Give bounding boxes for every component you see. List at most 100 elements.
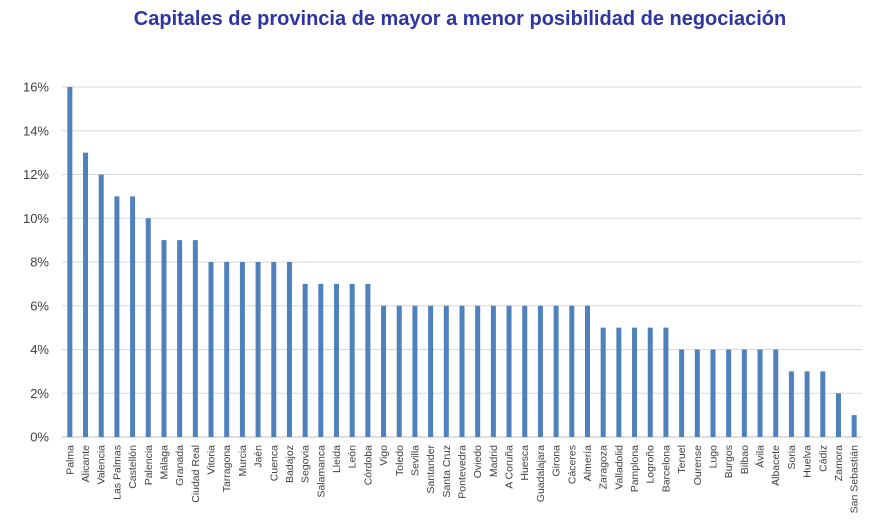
x-tick-label: Cuenca	[268, 445, 280, 481]
x-tick-label: Oviedo	[472, 445, 484, 478]
x-tick-label: Tarragona	[221, 445, 233, 492]
bar	[757, 349, 763, 437]
x-tick-label: Bilbao	[739, 445, 751, 474]
bar	[584, 305, 590, 437]
x-tick-label: Zaragoza	[598, 445, 610, 490]
x-tick-label: Alicante	[80, 445, 92, 483]
x-tick-label: Zamora	[833, 445, 845, 481]
bar	[318, 283, 324, 437]
x-tick-label: Lugo	[707, 445, 719, 469]
bar	[161, 240, 167, 437]
x-tick-label: Ourense	[692, 445, 704, 485]
x-tick-label: Badajoz	[284, 445, 296, 483]
x-axis-ticks: Palma Alicante Valencia Las Palmas Castellón…	[64, 445, 860, 514]
bar	[600, 327, 606, 437]
x-tick-label: Granada	[174, 445, 186, 486]
x-tick-label: Castellón	[127, 445, 139, 489]
bar	[820, 371, 826, 437]
bar	[286, 262, 292, 437]
x-tick-label: Salamanca	[315, 445, 327, 498]
x-tick-label: Almería	[582, 445, 594, 481]
bar	[616, 327, 622, 437]
bar	[726, 349, 732, 437]
bar	[569, 305, 575, 437]
bar	[804, 371, 810, 437]
bar	[553, 305, 559, 437]
bar	[130, 196, 136, 437]
x-tick-label: Segovia	[300, 445, 312, 483]
bar	[475, 305, 481, 437]
x-tick-label: Vigo	[378, 445, 390, 466]
bar	[412, 305, 418, 437]
bar	[271, 262, 277, 437]
bar	[208, 262, 214, 437]
bar	[145, 218, 151, 437]
x-tick-label: Vitoria	[206, 445, 218, 475]
x-tick-label: Madrid	[488, 445, 500, 477]
x-tick-label: Palma	[64, 445, 76, 475]
bar	[663, 327, 669, 437]
x-tick-label: Pamplona	[629, 445, 641, 492]
y-tick-label: 8%	[30, 255, 49, 270]
bar	[302, 283, 308, 437]
bar	[459, 305, 465, 437]
x-tick-label: Valencia	[96, 445, 108, 485]
bar	[522, 305, 528, 437]
y-tick-label: 16%	[23, 80, 49, 95]
chart-title: Capitales de provincia de mayor a menor …	[133, 8, 787, 30]
x-tick-label: Barcelona	[660, 445, 672, 492]
y-tick-label: 4%	[30, 342, 49, 357]
bar	[114, 196, 120, 437]
bar	[835, 393, 841, 437]
x-tick-label: Guadalajara	[535, 445, 547, 502]
x-tick-label: Las Palmas	[111, 445, 123, 500]
bar	[490, 305, 496, 437]
bar	[851, 415, 857, 437]
bar	[741, 349, 747, 437]
x-tick-label: Soria	[786, 445, 798, 470]
x-tick-label: A Coruña	[504, 445, 516, 489]
y-tick-label: 0%	[30, 430, 49, 445]
x-tick-label: Murcia	[237, 445, 249, 477]
bar	[788, 371, 794, 437]
bar	[506, 305, 512, 437]
x-tick-label: Cádiz	[817, 445, 829, 472]
x-tick-label: Santander	[425, 445, 437, 494]
bar	[694, 349, 700, 437]
x-tick-label: Logroño	[645, 445, 657, 484]
x-tick-label: Valladolid	[613, 445, 625, 490]
x-tick-label: Córdoba	[362, 445, 374, 485]
bar	[632, 327, 638, 437]
bar	[192, 240, 198, 437]
x-tick-label: Jaén	[253, 445, 265, 468]
bar	[177, 240, 183, 437]
x-tick-label: Pontevedra	[457, 445, 469, 499]
bar	[349, 283, 355, 437]
y-tick-label: 10%	[23, 211, 49, 226]
y-tick-label: 12%	[23, 167, 49, 182]
x-tick-label: Teruel	[676, 445, 688, 474]
x-tick-label: Palencia	[143, 445, 155, 485]
bar	[224, 262, 230, 437]
bars	[67, 87, 857, 437]
x-tick-label: Lleida	[331, 445, 343, 473]
x-tick-label: Burgos	[723, 445, 735, 478]
bar	[396, 305, 402, 437]
bar	[83, 152, 89, 437]
x-tick-label: Girona	[551, 445, 563, 477]
bar	[647, 327, 653, 437]
x-tick-label: León	[347, 445, 359, 469]
bar	[679, 349, 685, 437]
x-tick-label: Toledo	[394, 445, 406, 476]
bar	[710, 349, 716, 437]
bar	[381, 305, 387, 437]
y-tick-label: 6%	[30, 298, 49, 313]
bar	[98, 174, 104, 437]
x-tick-label: San Sebastián	[849, 445, 861, 513]
bar	[773, 349, 779, 437]
x-tick-label: Cáceres	[566, 445, 578, 484]
x-tick-label: Ávila	[754, 445, 767, 468]
y-tick-label: 14%	[23, 123, 49, 138]
x-tick-label: Sevilla	[409, 445, 421, 476]
